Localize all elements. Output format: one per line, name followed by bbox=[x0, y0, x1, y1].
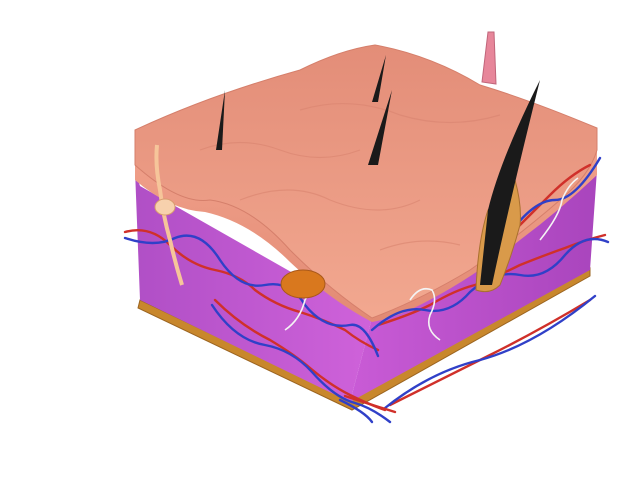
hair-1 bbox=[216, 90, 225, 150]
gland bbox=[280, 269, 326, 299]
nerve-right bbox=[539, 177, 579, 241]
lymph-vessel bbox=[154, 144, 184, 286]
hair-2 bbox=[372, 55, 386, 102]
nerve-front bbox=[409, 287, 441, 341]
vein-bottom-right bbox=[383, 294, 597, 410]
artery-corner-tail bbox=[343, 394, 397, 414]
vein-front bbox=[210, 303, 392, 424]
hair-3 bbox=[368, 90, 392, 165]
artery-bottom-right bbox=[388, 298, 592, 407]
hairs bbox=[216, 55, 540, 285]
vein-left bbox=[123, 234, 380, 358]
vein-corner-tail bbox=[338, 398, 374, 424]
surface-texture bbox=[199, 102, 501, 251]
lymph-node bbox=[154, 198, 176, 216]
hair-4 bbox=[480, 80, 540, 285]
erector-pili bbox=[481, 31, 497, 85]
